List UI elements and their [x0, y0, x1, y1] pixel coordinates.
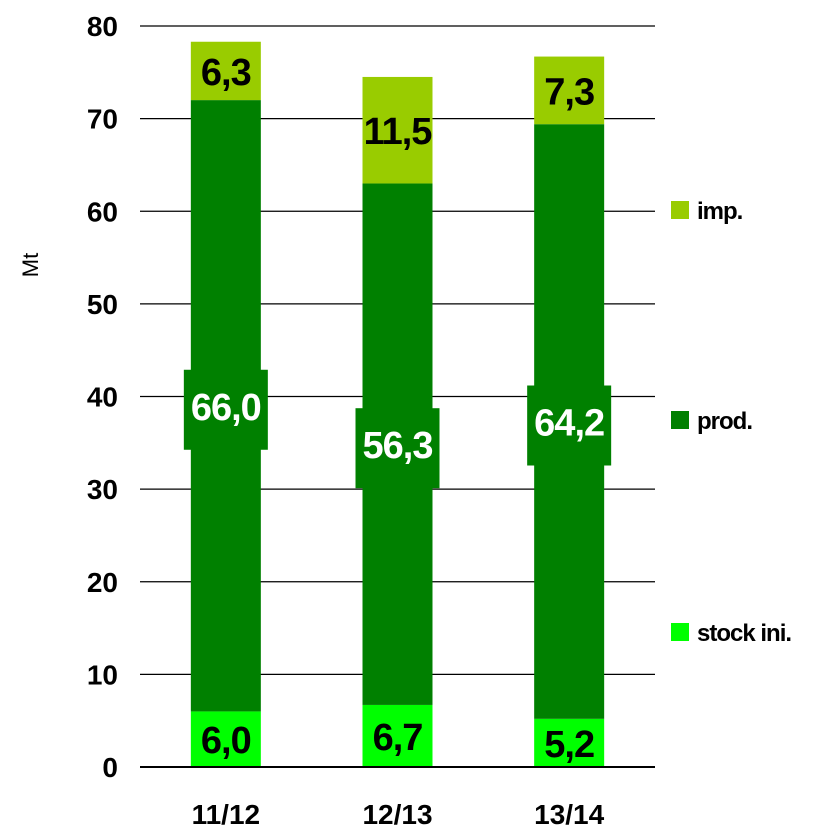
x-category-label: 12/13: [362, 799, 432, 830]
bar-segment: [534, 56, 605, 125]
bar-segment: [362, 76, 433, 184]
data-label: 6,7: [373, 717, 423, 759]
y-tick-label: 0: [102, 752, 118, 783]
data-label: 5,2: [544, 724, 594, 766]
legend-label: prod.: [697, 408, 752, 435]
x-axis-categories: 11/12 12/13 13/14: [192, 799, 605, 830]
y-tick-label: 80: [87, 11, 118, 42]
data-label-background: [527, 385, 612, 466]
bar-segment: [190, 711, 261, 767]
bar-segment: [534, 718, 605, 767]
bar-segment: [190, 41, 261, 101]
data-label-background: [355, 408, 440, 489]
y-tick-label: 60: [87, 196, 118, 227]
y-tick-label: 20: [87, 567, 118, 598]
data-label: 64,2: [534, 403, 604, 445]
y-tick-label: 40: [87, 382, 118, 413]
data-label: 6,3: [201, 52, 251, 94]
data-label: 11,5: [364, 111, 433, 153]
y-axis-ticks: 0 10 20 30 40 50 60 70 80: [87, 11, 118, 783]
legend-swatch: [671, 411, 689, 429]
x-category-label: 13/14: [534, 799, 604, 830]
bars: 6,0 66,0 6,3 6,7 56,3 11,5 5,2 64,2 7,3: [183, 41, 612, 767]
x-category-label: 11/12: [192, 799, 261, 830]
data-label-background: [183, 369, 268, 450]
legend: imp. prod. stock ini.: [671, 198, 792, 647]
legend-swatch: [671, 201, 689, 219]
y-tick-label: 50: [87, 289, 118, 320]
y-tick-label: 70: [87, 104, 118, 135]
bar-segment: [362, 704, 433, 767]
legend-swatch: [671, 623, 689, 641]
y-tick-label: 10: [87, 659, 118, 690]
data-label: 56,3: [363, 425, 433, 467]
y-axis-label: Mt: [18, 253, 43, 277]
y-tick-label: 30: [87, 474, 118, 505]
legend-label: imp.: [697, 198, 743, 225]
data-label: 66,0: [191, 387, 261, 429]
data-label: 6,0: [201, 720, 251, 762]
data-label: 7,3: [544, 71, 594, 113]
legend-label: stock ini.: [697, 620, 791, 647]
